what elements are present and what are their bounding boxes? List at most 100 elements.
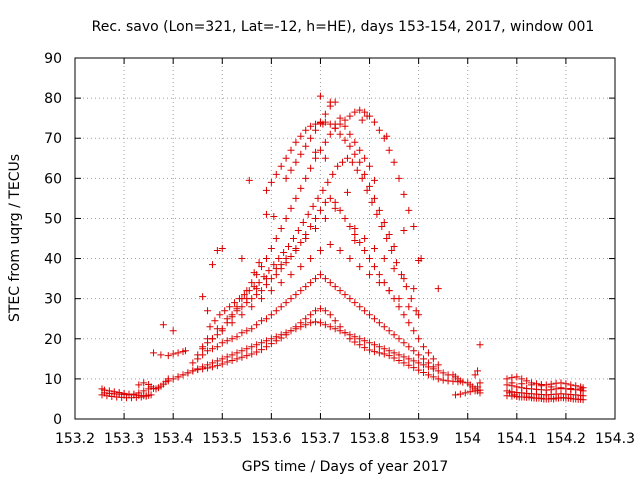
data-point (341, 214, 349, 222)
data-point (238, 329, 246, 337)
data-point (400, 359, 408, 367)
data-point (341, 136, 349, 144)
data-point (147, 391, 155, 399)
data-point (316, 305, 324, 313)
data-point (331, 317, 339, 325)
data-point (297, 239, 305, 247)
data-point (456, 390, 464, 398)
data-point (388, 247, 396, 255)
data-point (523, 377, 531, 385)
data-point (385, 287, 393, 295)
data-point (262, 210, 270, 218)
data-point (221, 307, 229, 315)
data-point (321, 138, 329, 146)
data-point (280, 249, 288, 257)
data-point (277, 303, 285, 311)
data-point (277, 224, 285, 232)
data-point (262, 255, 270, 263)
data-point (361, 344, 369, 352)
data-point (358, 116, 366, 124)
data-point (292, 138, 300, 146)
data-point (267, 311, 275, 319)
data-point (194, 351, 202, 359)
data-point (370, 194, 378, 202)
data-point (474, 367, 482, 375)
x-tick-label: 154 (454, 431, 481, 447)
data-point (326, 311, 334, 319)
data-point (510, 391, 518, 399)
data-point (321, 214, 329, 222)
data-point (282, 299, 290, 307)
data-point (461, 389, 469, 397)
data-point (370, 315, 378, 323)
data-point (378, 222, 386, 230)
data-point (366, 346, 374, 354)
data-point (248, 350, 256, 358)
data-point (375, 319, 383, 327)
data-point (294, 226, 302, 234)
data-point (297, 287, 305, 295)
data-point (390, 243, 398, 251)
data-point (395, 351, 403, 359)
data-point (395, 303, 403, 311)
data-point (331, 120, 339, 128)
data-point (316, 319, 324, 327)
data-point (356, 335, 364, 343)
data-point (233, 349, 241, 357)
data-point (390, 349, 398, 357)
data-point (228, 319, 236, 327)
data-point (218, 245, 226, 253)
data-point (366, 182, 374, 190)
data-point (270, 212, 278, 220)
data-point (258, 263, 266, 271)
data-point (412, 307, 420, 315)
data-point (287, 204, 295, 212)
data-point (390, 331, 398, 339)
data-point (351, 237, 359, 245)
data-point (277, 162, 285, 170)
data-point (287, 253, 295, 261)
data-point (535, 394, 543, 402)
data-point (194, 365, 202, 373)
data-points (98, 92, 587, 404)
data-point (439, 369, 447, 377)
data-point (400, 339, 408, 347)
data-point (420, 361, 428, 369)
data-point (363, 186, 371, 194)
data-point (525, 393, 533, 401)
data-point (130, 390, 138, 398)
data-point (518, 380, 526, 388)
data-point (277, 331, 285, 339)
data-point (400, 190, 408, 198)
data-point (258, 346, 266, 354)
data-point (213, 247, 221, 255)
plot-frame (74, 57, 616, 420)
data-point (368, 198, 376, 206)
data-point (370, 245, 378, 253)
data-point (503, 381, 511, 389)
data-point (169, 350, 177, 358)
data-point (216, 311, 224, 319)
data-point (135, 381, 143, 389)
data-point (142, 392, 150, 400)
data-point (348, 158, 356, 166)
data-point (471, 371, 479, 379)
data-point (326, 98, 334, 106)
grid-lines (75, 58, 615, 419)
data-point (253, 321, 261, 329)
x-tick-label: 153.4 (153, 431, 193, 447)
data-point (233, 333, 241, 341)
data-point (267, 245, 275, 253)
data-point (361, 337, 369, 345)
data-point (277, 279, 285, 287)
axis-ticks (74, 57, 616, 420)
data-point (434, 361, 442, 369)
data-point (140, 379, 148, 387)
data-point (336, 114, 344, 122)
data-point (258, 287, 266, 295)
data-point (240, 291, 248, 299)
data-point (383, 235, 391, 242)
x-tick-label: 153.8 (349, 431, 389, 447)
data-point (395, 335, 403, 343)
data-point (356, 341, 364, 349)
